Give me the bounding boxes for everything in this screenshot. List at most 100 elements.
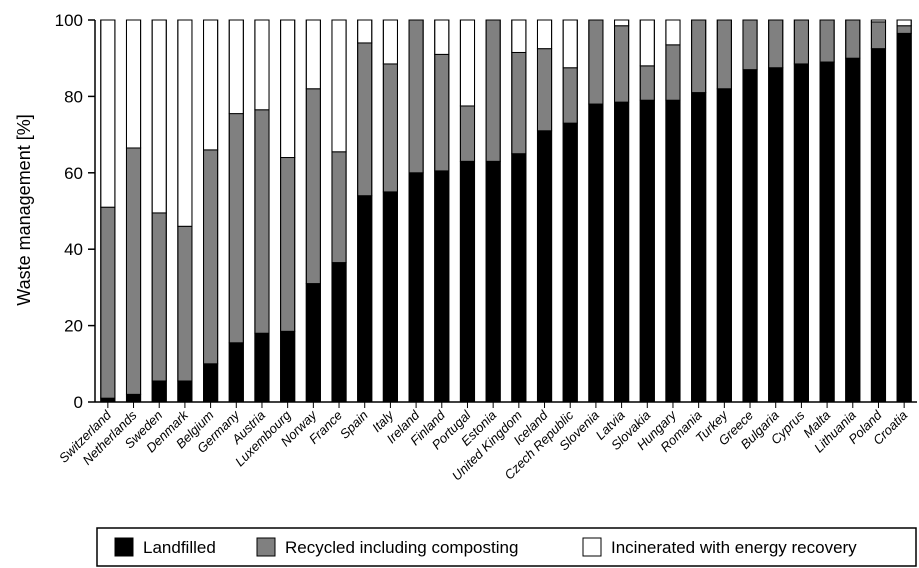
bar-segment-incinerated xyxy=(614,19,630,27)
bar-segment-recycled xyxy=(331,151,347,264)
y-tick-label: 60 xyxy=(64,164,83,183)
bar-segment-incinerated xyxy=(331,19,347,153)
bar-segment-landfilled xyxy=(408,172,424,403)
bar-segment-recycled xyxy=(382,63,398,193)
bar-segment-recycled xyxy=(511,51,527,155)
axes-group: 0 20 40 60 80 100 xyxy=(55,11,917,412)
bar-segment-recycled xyxy=(819,19,835,63)
bar-segment-landfilled xyxy=(203,363,219,403)
bar-segment-recycled xyxy=(125,147,142,395)
bar-segment-landfilled xyxy=(459,160,476,403)
bar-segment-recycled xyxy=(588,19,604,105)
legend-label: Incinerated with energy recovery xyxy=(611,538,857,557)
bar-segment-recycled xyxy=(100,206,116,399)
bar-segment-incinerated xyxy=(151,19,167,214)
bar-segment-recycled xyxy=(357,42,373,197)
bar-segment-recycled xyxy=(254,109,270,334)
y-tick-label: 20 xyxy=(64,317,83,336)
bar-segment-landfilled xyxy=(716,88,732,403)
bar-segment-recycled xyxy=(485,19,501,162)
bar-segment-landfilled xyxy=(254,332,270,403)
bar-segment-landfilled xyxy=(280,330,296,403)
y-tick-label: 80 xyxy=(64,87,83,106)
bar-segment-recycled xyxy=(562,67,578,124)
bar-segment-incinerated xyxy=(228,19,244,115)
bar-segment-landfilled xyxy=(588,103,604,403)
bar-segment-recycled xyxy=(614,25,630,103)
bar-segment-recycled xyxy=(305,88,321,285)
legend-swatch xyxy=(114,537,134,557)
legend-box xyxy=(96,527,917,567)
bar-segment-incinerated xyxy=(459,19,476,107)
bar-segment-incinerated xyxy=(280,19,296,159)
bar-segment-recycled xyxy=(691,19,707,94)
bar-segment-incinerated xyxy=(382,19,398,65)
bar-segment-recycled xyxy=(203,149,219,365)
bar-segment-recycled xyxy=(742,19,758,71)
bar-segment-landfilled xyxy=(742,69,758,403)
bar-segment-landfilled xyxy=(793,63,809,403)
bar-segment-landfilled xyxy=(819,61,835,403)
bar-segment-incinerated xyxy=(305,19,321,90)
bar-segment-incinerated xyxy=(562,19,578,69)
bar-segment-recycled xyxy=(845,19,861,59)
bar-segment-landfilled xyxy=(614,101,630,403)
bar-segment-landfilled xyxy=(691,92,707,403)
bar-segment-landfilled xyxy=(845,57,861,403)
bar-segment-recycled xyxy=(408,19,424,174)
bar-segment-recycled xyxy=(177,225,193,382)
bars-group xyxy=(100,19,912,403)
bar-segment-landfilled xyxy=(896,32,912,403)
bar-segment-landfilled xyxy=(228,342,244,403)
bar-segment-landfilled xyxy=(125,393,142,403)
bar-segment-landfilled xyxy=(305,283,321,403)
bar-segment-incinerated xyxy=(177,19,193,227)
bar-segment-landfilled xyxy=(768,67,784,403)
legend: Landfilled Recycled including composting I… xyxy=(96,527,917,567)
bar-segment-landfilled xyxy=(536,130,553,403)
bar-segment-incinerated xyxy=(511,19,527,53)
bar-segment-recycled xyxy=(434,53,450,172)
bar-segment-landfilled xyxy=(434,170,450,403)
bar-segment-recycled xyxy=(151,212,167,382)
legend-label: Recycled including composting xyxy=(285,538,518,557)
bar-segment-incinerated xyxy=(203,19,219,151)
bar-segment-landfilled xyxy=(665,99,681,403)
bar-segment-recycled xyxy=(639,65,655,101)
bar-segment-landfilled xyxy=(485,160,501,403)
legend-swatch xyxy=(582,537,602,557)
bar-segment-landfilled xyxy=(331,262,347,403)
y-tick-label: 100 xyxy=(55,11,83,30)
bar-segment-recycled xyxy=(228,113,244,344)
bar-segment-incinerated xyxy=(100,19,116,208)
bar-segment-recycled xyxy=(870,21,887,50)
y-axis-title: Waste management [%] xyxy=(14,114,34,305)
bar-segment-incinerated xyxy=(254,19,270,111)
bar-segment-incinerated xyxy=(896,19,912,27)
bar-segment-incinerated xyxy=(125,19,142,149)
bar-segment-recycled xyxy=(280,157,296,332)
bar-segment-landfilled xyxy=(177,380,193,403)
bar-segment-landfilled xyxy=(382,191,398,403)
bar-segment-recycled xyxy=(665,44,681,101)
bar-segment-recycled xyxy=(536,48,553,132)
bar-segment-recycled xyxy=(716,19,732,90)
bar-segment-landfilled xyxy=(511,153,527,403)
bar-segment-recycled xyxy=(459,105,476,162)
x-tick-label: Spain xyxy=(337,408,371,442)
y-tick-label: 0 xyxy=(74,393,83,412)
bar-segment-landfilled xyxy=(562,122,578,403)
bar-segment-incinerated xyxy=(639,19,655,67)
x-tick-labels: SwitzerlandNetherlandsSwedenDenmarkBelgi… xyxy=(56,406,910,483)
bar-segment-landfilled xyxy=(870,48,887,403)
bar-segment-recycled xyxy=(896,25,912,34)
bar-segment-incinerated xyxy=(665,19,681,46)
bar-segment-incinerated xyxy=(536,19,553,50)
bar-segment-landfilled xyxy=(151,380,167,403)
bar-segment-incinerated xyxy=(357,19,373,44)
bar-segment-incinerated xyxy=(434,19,450,55)
legend-swatch xyxy=(256,537,276,557)
legend-label: Landfilled xyxy=(143,538,216,557)
bar-segment-landfilled xyxy=(357,195,373,403)
